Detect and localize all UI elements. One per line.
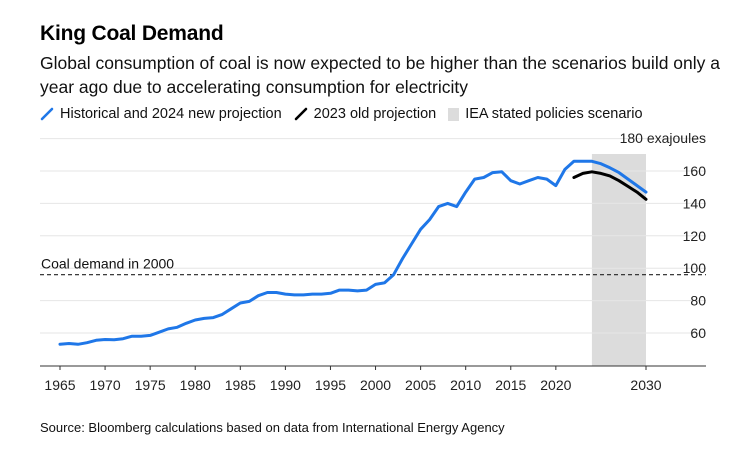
- legend-item-scenario: IEA stated policies scenario: [448, 106, 643, 122]
- x-tick-label: 2000: [360, 377, 391, 393]
- legend-label-scenario: IEA stated policies scenario: [465, 106, 643, 122]
- x-axis-ticks: 1965 1970 1975 1980 1985 1990 1995 2000 2005 2010…: [44, 366, 662, 393]
- x-tick-label: 2005: [405, 377, 436, 393]
- reference-line-label: Coal demand in 2000: [41, 256, 174, 272]
- x-tick-label: 1995: [315, 377, 346, 393]
- legend: Historical and 2024 new projection 2023 …: [40, 104, 655, 124]
- x-tick-label: 1965: [44, 377, 75, 393]
- chart-subtitle: Global consumption of coal is now expect…: [40, 53, 721, 97]
- y-tick-label: 140: [683, 195, 707, 211]
- source-note: Source: Bloomberg calculations based on …: [40, 420, 505, 435]
- series-line-historical: [58, 159, 648, 346]
- y-tick-label: 100: [683, 260, 707, 276]
- legend-label-historical: Historical and 2024 new projection: [60, 106, 282, 122]
- x-tick-label: 1990: [270, 377, 301, 393]
- x-tick-label: 1985: [225, 377, 256, 393]
- chart-title: King Coal Demand: [40, 22, 224, 45]
- legend-swatch-old-projection: [294, 107, 307, 121]
- x-tick-label: 2030: [630, 377, 661, 393]
- x-tick-label: 1975: [135, 377, 166, 393]
- scenario-band-layer: [591, 154, 646, 366]
- y-tick-label: 80: [690, 293, 706, 309]
- series-layer: [58, 159, 648, 346]
- y-tick-label: 60: [690, 325, 706, 341]
- x-tick-label: 2010: [450, 377, 481, 393]
- legend-label-old-projection: 2023 old projection: [313, 106, 437, 122]
- y-tick-label: 160: [683, 163, 707, 179]
- legend-swatch-historical: [40, 107, 54, 121]
- y-axis-ticks: 60 80 100 120 140 160: [683, 163, 707, 341]
- x-tick-label: 2015: [495, 377, 526, 393]
- legend-item-historical: Historical and 2024 new projection: [40, 106, 282, 122]
- legend-swatch-scenario: [448, 107, 460, 121]
- legend-item-old-projection: 2023 old projection: [294, 106, 437, 122]
- scenario-band: [591, 154, 646, 366]
- series-line-old-projection: [572, 170, 648, 201]
- x-tick-label: 2020: [540, 377, 571, 393]
- x-tick-label: 1980: [180, 377, 211, 393]
- x-tick-label: 1970: [89, 377, 120, 393]
- y-tick-label: 120: [683, 228, 707, 244]
- y-axis-unit-label: 180 exajoules: [620, 130, 706, 146]
